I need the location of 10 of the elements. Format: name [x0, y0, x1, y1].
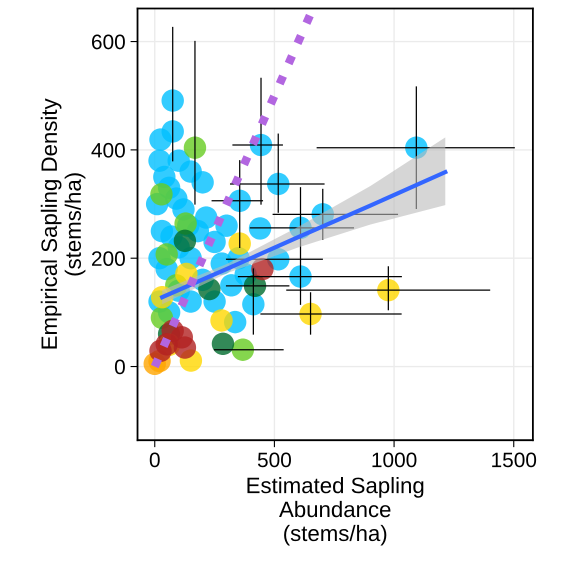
y-tick-label: 200	[92, 251, 125, 266]
y-axis-title: Empirical Sapling Density (stems/ha)	[40, 98, 86, 349]
y-tick-label: 600	[92, 34, 125, 50]
x-tick-label: 1500	[492, 452, 536, 468]
x-tick-label: 1000	[372, 452, 416, 468]
y-tick-label: 0	[114, 360, 125, 374]
y-tick-label: 400	[91, 142, 125, 158]
x-tick-label: 500	[258, 452, 291, 468]
x-axis-title: Estimated Sapling Abundance (stems/ha)	[247, 476, 424, 546]
x-tick-label: 0	[150, 452, 160, 468]
